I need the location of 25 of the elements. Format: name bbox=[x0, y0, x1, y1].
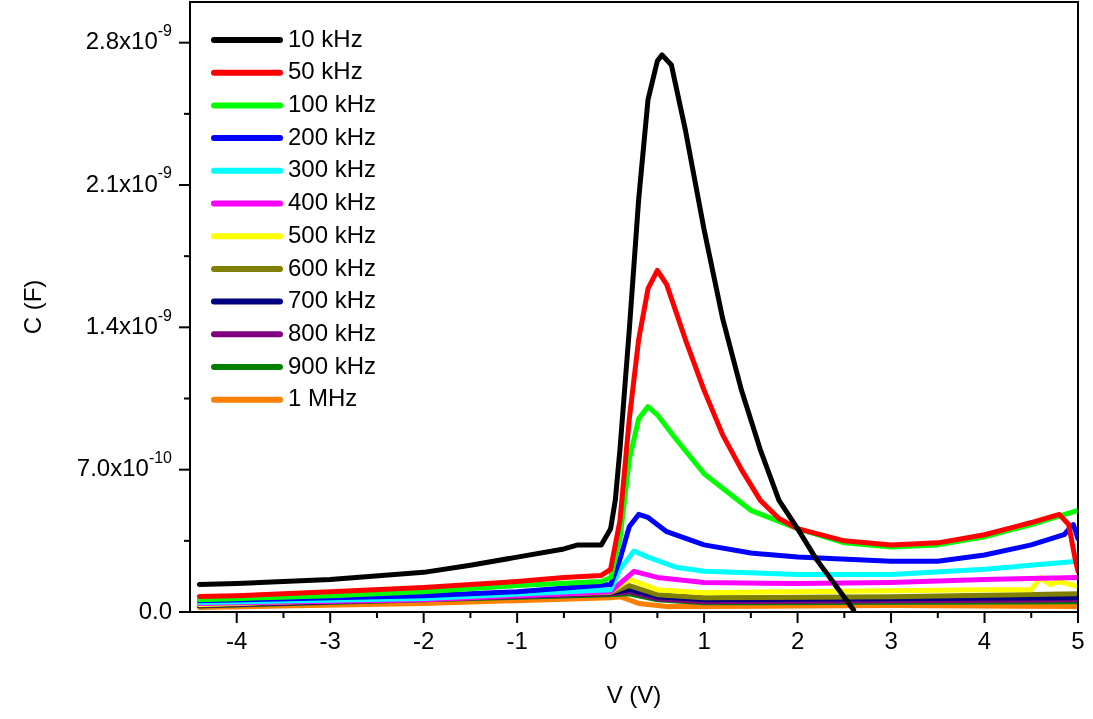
x-tick-label: 0 bbox=[603, 626, 618, 654]
x-axis-title: V (V) bbox=[606, 681, 662, 709]
y-axis-title: C (F) bbox=[19, 279, 47, 335]
legend-label: 50 kHz bbox=[288, 57, 363, 85]
legend-label: 100 kHz bbox=[288, 90, 377, 118]
legend-label: 400 kHz bbox=[288, 188, 377, 216]
legend-label: 600 kHz bbox=[288, 253, 377, 281]
legend-label: 300 kHz bbox=[288, 155, 377, 183]
y-tick-label: 0.0 bbox=[138, 596, 173, 624]
legend-label: 10 kHz bbox=[288, 24, 363, 52]
x-tick-label: -4 bbox=[226, 626, 248, 654]
x-tick-label: -2 bbox=[413, 626, 435, 654]
x-tick-label: 1 bbox=[697, 626, 711, 654]
x-tick-label: -3 bbox=[319, 626, 341, 654]
legend-label: 700 kHz bbox=[288, 286, 377, 314]
legend-label: 900 kHz bbox=[288, 351, 377, 379]
legend-label: 500 kHz bbox=[288, 220, 377, 248]
x-tick-label: -1 bbox=[506, 626, 528, 654]
x-tick-label: 3 bbox=[884, 626, 898, 654]
legend-label: 1 MHz bbox=[288, 384, 358, 412]
x-tick-label: 4 bbox=[977, 626, 992, 654]
x-tick-label: 2 bbox=[790, 626, 805, 654]
legend-label: 200 kHz bbox=[288, 122, 377, 150]
x-tick-label: 5 bbox=[1071, 626, 1085, 654]
legend-label: 800 kHz bbox=[288, 318, 377, 346]
